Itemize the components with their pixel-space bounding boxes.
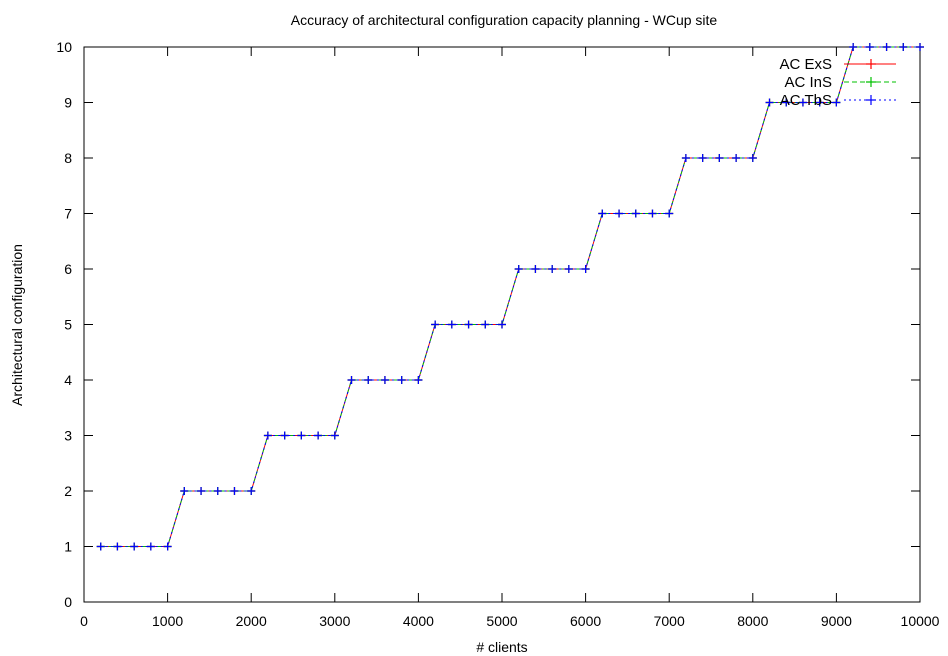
data-point bbox=[397, 376, 406, 384]
data-point bbox=[832, 98, 841, 107]
data-point bbox=[782, 98, 791, 107]
data-point bbox=[146, 542, 155, 551]
data-point bbox=[113, 542, 122, 551]
data-point bbox=[314, 431, 323, 440]
chart-title: Accuracy of architectural configuration … bbox=[291, 12, 718, 28]
x-tick-label: 0 bbox=[80, 613, 88, 629]
x-tick-label: 9000 bbox=[821, 613, 852, 629]
y-axis-label: Architectural configuration bbox=[9, 244, 25, 406]
data-point bbox=[648, 209, 657, 218]
data-point bbox=[230, 487, 239, 495]
legend-marker bbox=[866, 59, 876, 69]
data-point bbox=[564, 265, 573, 273]
x-tick-label: 6000 bbox=[570, 613, 601, 629]
data-point bbox=[213, 487, 222, 495]
y-tick-label: 9 bbox=[64, 95, 72, 111]
data-point bbox=[715, 154, 724, 162]
legend-label: AC InS bbox=[784, 74, 832, 91]
x-tick-label: 8000 bbox=[737, 613, 768, 629]
data-point bbox=[130, 542, 139, 551]
data-point bbox=[732, 154, 741, 162]
x-tick-label: 10000 bbox=[901, 613, 940, 629]
legend-label: AC ExS bbox=[779, 56, 832, 73]
y-tick-label: 10 bbox=[56, 39, 72, 55]
data-point bbox=[899, 43, 908, 51]
x-axis-label: # clients bbox=[476, 639, 527, 655]
data-point bbox=[581, 265, 590, 273]
data-point bbox=[615, 209, 624, 218]
data-point bbox=[698, 154, 707, 162]
data-point bbox=[631, 209, 640, 218]
y-tick-label: 8 bbox=[64, 150, 72, 166]
data-point bbox=[815, 98, 824, 107]
data-point bbox=[330, 431, 339, 440]
y-tick-label: 2 bbox=[64, 483, 72, 499]
data-point bbox=[364, 376, 373, 384]
x-tick-label: 4000 bbox=[403, 613, 434, 629]
x-tick-label: 3000 bbox=[319, 613, 350, 629]
x-tick-label: 5000 bbox=[486, 613, 517, 629]
legend-marker bbox=[866, 95, 876, 105]
y-tick-label: 7 bbox=[64, 206, 72, 222]
data-point bbox=[431, 320, 440, 329]
data-point bbox=[280, 431, 289, 440]
y-tick-label: 5 bbox=[64, 317, 72, 333]
data-point bbox=[765, 98, 774, 107]
data-point bbox=[849, 43, 858, 51]
y-tick-label: 1 bbox=[64, 539, 72, 555]
series-line-3 bbox=[100, 46, 920, 547]
y-tick-label: 0 bbox=[64, 594, 72, 610]
data-point bbox=[247, 487, 256, 495]
plot-area: 0 1000 2000 3000 4000 5000 6000 7000 8000 9000 100… bbox=[56, 39, 939, 629]
data-point bbox=[414, 376, 423, 384]
data-point bbox=[882, 43, 891, 51]
data-point bbox=[548, 265, 557, 273]
y-tick-label: 4 bbox=[64, 372, 72, 388]
data-point bbox=[447, 320, 456, 329]
data-point bbox=[498, 320, 506, 329]
data-point bbox=[464, 320, 473, 329]
data-point bbox=[347, 376, 356, 384]
data-point bbox=[96, 542, 105, 551]
data-point bbox=[681, 154, 690, 162]
x-tick-label: 2000 bbox=[236, 613, 267, 629]
legend-marker bbox=[866, 77, 876, 87]
data-point bbox=[163, 542, 172, 551]
data-point bbox=[865, 43, 874, 51]
data-point bbox=[481, 320, 490, 329]
data-point bbox=[297, 431, 306, 440]
data-point bbox=[263, 431, 272, 440]
x-tick-label: 7000 bbox=[654, 613, 685, 629]
series-markers-3 bbox=[96, 43, 924, 551]
data-point bbox=[916, 43, 924, 51]
data-point bbox=[197, 487, 206, 495]
data-point bbox=[798, 98, 807, 107]
x-tick-label: 1000 bbox=[152, 613, 183, 629]
y-tick-label: 3 bbox=[64, 428, 72, 444]
data-point bbox=[514, 265, 523, 273]
legend-label: AC TbS bbox=[780, 92, 832, 109]
data-point bbox=[598, 209, 607, 218]
data-point bbox=[531, 265, 540, 273]
data-point bbox=[380, 376, 389, 384]
data-point bbox=[665, 209, 674, 218]
data-point bbox=[180, 487, 189, 495]
data-point bbox=[748, 154, 757, 162]
y-tick-label: 6 bbox=[64, 261, 72, 277]
